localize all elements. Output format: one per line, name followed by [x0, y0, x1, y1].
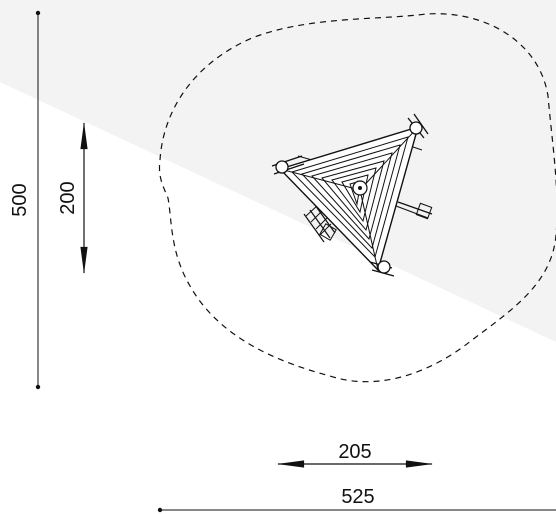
- equipment-width-label: 205: [338, 441, 371, 463]
- play-equipment: [271, 113, 433, 277]
- ladder-structure: [303, 204, 337, 243]
- overall-height-label: 500: [9, 183, 31, 216]
- equipment-width-dimension: 205: [277, 441, 433, 468]
- safety-zone-outline: [158, 13, 556, 383]
- equipment-depth-label: 200: [57, 181, 79, 214]
- equipment-depth-dimension: 200: [57, 122, 88, 274]
- deck-planks: [280, 127, 418, 270]
- corner-posts: [271, 113, 429, 277]
- overall-width-dimension: 525: [157, 486, 556, 513]
- overall-width-label: 525: [341, 486, 374, 508]
- overall-height-dimension: 500: [9, 10, 41, 390]
